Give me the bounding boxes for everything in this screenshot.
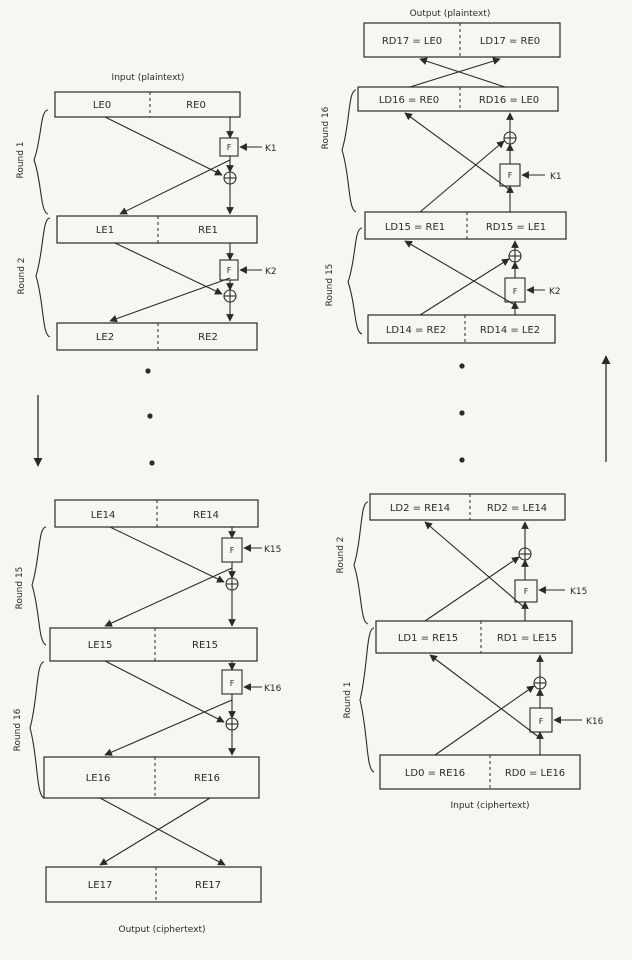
enc-round-16-structure bbox=[29, 660, 262, 799]
enc-brace-round-15 bbox=[31, 526, 47, 646]
enc-row-5-right: RE16 bbox=[194, 773, 220, 784]
dec-ellipsis bbox=[459, 363, 465, 463]
enc-f-label-1: F bbox=[227, 143, 232, 152]
enc-round-label-1: Round 1 bbox=[16, 141, 26, 178]
dec-key-k15: K15 bbox=[570, 587, 587, 597]
enc-row-6-left: LE17 bbox=[88, 880, 113, 891]
dec-round-label-1: Round 1 bbox=[343, 681, 353, 718]
dec-key-k1: K1 bbox=[550, 172, 562, 182]
enc-final-swap bbox=[99, 797, 226, 866]
enc-key-k16: K16 bbox=[264, 684, 282, 694]
dec-f-label-1: F bbox=[539, 717, 544, 726]
dec-row-2-right: RD15 = LE1 bbox=[486, 222, 546, 233]
enc-round-15-structure bbox=[31, 526, 262, 646]
enc-key-k2: K2 bbox=[265, 267, 277, 277]
dec-input-label: Input (ciphertext) bbox=[450, 801, 529, 811]
dec-key-k16: K16 bbox=[586, 717, 604, 727]
enc-row-6: LE17 RE17 bbox=[45, 866, 262, 903]
enc-row-2-left: LE2 bbox=[96, 332, 114, 343]
dec-brace-round-15 bbox=[347, 227, 363, 335]
enc-round-label-15: Round 15 bbox=[15, 567, 25, 610]
enc-row-4-right: RE15 bbox=[192, 640, 218, 651]
dec-row-4: LD2 = RE14 RD2 = LE14 bbox=[369, 493, 566, 521]
enc-row-0-left: LE0 bbox=[93, 100, 111, 111]
dec-row-0: RD17 = LE0 LD17 = RE0 bbox=[363, 22, 561, 58]
dec-round-16-structure bbox=[341, 89, 545, 213]
dec-row-2-left: LD15 = RE1 bbox=[385, 222, 445, 233]
enc-key-k1: K1 bbox=[265, 144, 277, 154]
dec-row-6-left: LD0 = RE16 bbox=[405, 768, 465, 779]
dec-f-box-2 bbox=[514, 579, 538, 603]
dec-f-label-2: F bbox=[524, 587, 529, 596]
enc-row-2-right: RE2 bbox=[198, 332, 218, 343]
enc-row-0: LE0 RE0 bbox=[54, 91, 241, 118]
dec-brace-round-2 bbox=[353, 501, 369, 625]
enc-brace-round-16 bbox=[29, 661, 45, 799]
enc-row-5-left: LE16 bbox=[86, 773, 111, 784]
dec-round-label-16: Round 16 bbox=[321, 106, 331, 149]
dec-row-0-left: RD17 = LE0 bbox=[382, 36, 442, 47]
enc-round-2-structure bbox=[35, 217, 262, 338]
dec-row-6: LD0 = RE16 RD0 = LE16 bbox=[379, 754, 581, 790]
enc-ellipsis bbox=[145, 368, 155, 466]
dec-row-4-right: RD2 = LE14 bbox=[487, 503, 547, 514]
dec-round-label-2: Round 2 bbox=[336, 536, 346, 573]
dec-row-5-right: RD1 = LE15 bbox=[497, 633, 557, 644]
dec-output-label: Output (plaintext) bbox=[410, 9, 491, 19]
enc-input-label: Input (plaintext) bbox=[112, 73, 185, 83]
enc-f-box-2 bbox=[219, 259, 239, 281]
enc-f-label-16: F bbox=[230, 679, 235, 688]
dec-row-2: LD15 = RE1 RD15 = LE1 bbox=[364, 211, 567, 240]
enc-row-3-left: LE14 bbox=[91, 510, 116, 521]
enc-row-4: LE15 RE15 bbox=[49, 627, 258, 662]
enc-f-label-15: F bbox=[230, 546, 235, 555]
enc-round-label-16: Round 16 bbox=[13, 708, 23, 751]
dec-brace-round-16 bbox=[341, 89, 357, 213]
enc-f-label-2: F bbox=[227, 266, 232, 275]
dec-round-15-structure bbox=[347, 227, 545, 335]
dec-row-5-left: LD1 = RE15 bbox=[398, 633, 458, 644]
enc-row-1-right: RE1 bbox=[198, 225, 218, 236]
dec-row-0-right: LD17 = RE0 bbox=[480, 36, 540, 47]
dec-f-label-15: F bbox=[513, 287, 518, 296]
dec-brace-round-1 bbox=[359, 627, 375, 773]
enc-brace-round-1 bbox=[33, 109, 49, 215]
dec-key-k2: K2 bbox=[549, 287, 561, 297]
enc-row-1: LE1 RE1 bbox=[56, 215, 258, 244]
enc-row-4-left: LE15 bbox=[88, 640, 113, 651]
enc-row-6-right: RE17 bbox=[195, 880, 221, 891]
dec-f-box-1 bbox=[529, 707, 553, 733]
dec-row-5: LD1 = RE15 RD1 = LE15 bbox=[375, 620, 573, 654]
enc-brace-round-2 bbox=[35, 217, 51, 338]
enc-row-2: LE2 RE2 bbox=[56, 322, 258, 351]
dec-row-6-right: RD0 = LE16 bbox=[505, 768, 565, 779]
dec-row-1-right: RD16 = LE0 bbox=[479, 95, 539, 106]
dec-round-1-structure bbox=[359, 627, 582, 773]
enc-row-5: LE16 RE16 bbox=[43, 756, 260, 799]
dec-row-3-right: RD14 = LE2 bbox=[480, 325, 540, 336]
enc-f-box-1 bbox=[219, 137, 239, 157]
enc-row-3: LE14 RE14 bbox=[54, 499, 259, 528]
enc-round-label-2: Round 2 bbox=[17, 257, 27, 294]
enc-key-k15: K15 bbox=[264, 545, 281, 555]
enc-row-1-left: LE1 bbox=[96, 225, 114, 236]
dec-row-4-left: LD2 = RE14 bbox=[390, 503, 450, 514]
dec-f-label-16: F bbox=[508, 171, 513, 180]
dec-row-1: LD16 = RE0 RD16 = LE0 bbox=[357, 86, 559, 112]
dec-top-swap bbox=[409, 57, 506, 88]
enc-round-1-structure bbox=[33, 109, 262, 215]
dec-row-3: LD14 = RE2 RD14 = LE2 bbox=[367, 314, 556, 344]
dec-round-label-15: Round 15 bbox=[325, 264, 335, 307]
enc-output-label: Output (ciphertext) bbox=[118, 925, 205, 935]
enc-row-3-right: RE14 bbox=[193, 510, 219, 521]
enc-row-0-right: RE0 bbox=[186, 100, 206, 111]
dec-round-2-structure bbox=[353, 501, 565, 625]
dec-row-3-left: LD14 = RE2 bbox=[386, 325, 446, 336]
dec-row-1-left: LD16 = RE0 bbox=[379, 95, 439, 106]
